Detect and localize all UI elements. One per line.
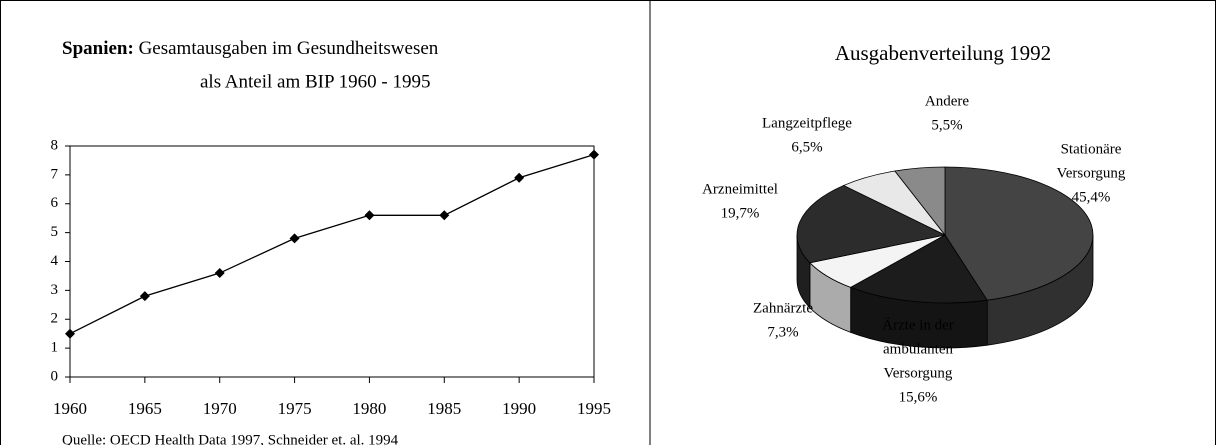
plot-area: [69, 145, 595, 378]
y-tick-label: 8: [51, 137, 59, 153]
pie-value-label: 6,5%: [791, 139, 822, 155]
pie-label: Ärzte in der: [882, 316, 954, 333]
marker: [289, 233, 300, 244]
y-tick-label: 4: [51, 253, 59, 269]
x-tick-label: 1970: [203, 399, 237, 418]
marker: [214, 268, 225, 279]
x-tick-label: 1995: [577, 399, 611, 418]
pie-value-label: 5,5%: [931, 117, 962, 133]
marker: [589, 149, 599, 160]
marker: [139, 291, 150, 302]
pie-slice: [944, 166, 1094, 301]
x-tick-label: 1960: [53, 399, 87, 418]
pie-label: Zahnärzte: [753, 300, 813, 316]
pie-title: Ausgabenverteilung 1992: [835, 41, 1051, 65]
x-tick-label: 1980: [352, 399, 386, 418]
pie-label: ambulanten: [883, 341, 953, 357]
data-line: [69, 154, 595, 335]
marker: [364, 210, 375, 221]
pie-value-label: 15,6%: [899, 389, 938, 405]
y-tick-label: 6: [51, 195, 59, 211]
chart-subtitle: als Anteil am BIP 1960 - 1995: [200, 71, 430, 92]
y-tick-label: 0: [51, 368, 59, 384]
x-tick-label: 1990: [502, 399, 536, 418]
x-tick-label: 1975: [278, 399, 312, 418]
marker: [514, 172, 525, 183]
pie-value-label: 45,4%: [1072, 189, 1111, 205]
y-tick-label: 5: [51, 224, 59, 240]
title-bold: Spanien:: [62, 38, 134, 59]
pie-label: Versorgung: [884, 365, 953, 381]
pie-slice: [894, 166, 946, 237]
pie-label: Versorgung: [1057, 165, 1126, 181]
pie-value-label: 19,7%: [721, 205, 760, 221]
x-tick-label: 1965: [128, 399, 162, 418]
chart-title: Spanien: Gesamtausgaben im Gesundheitswe…: [62, 38, 439, 59]
pie-label: Langzeitpflege: [762, 115, 852, 131]
source: Quelle: OECD Health Data 1997, Schneider…: [62, 432, 399, 445]
pie-label: Arzneimittel: [702, 181, 778, 197]
x-tick-label: 1985: [427, 399, 461, 418]
pie-value-label: 7,3%: [767, 324, 798, 340]
pie-slice: [849, 234, 988, 304]
pie-label: Andere: [925, 93, 969, 109]
y-tick-label: 2: [51, 311, 59, 327]
pie-label: Stationäre: [1061, 141, 1122, 157]
pie-slice: [796, 184, 947, 264]
title-rest: Gesamtausgaben im Gesundheitswesen: [139, 38, 439, 59]
marker: [439, 210, 450, 221]
marker: [65, 328, 75, 339]
y-tick-label: 3: [51, 282, 59, 298]
y-tick-label: 7: [51, 166, 59, 182]
y-tick-label: 1: [51, 340, 59, 356]
